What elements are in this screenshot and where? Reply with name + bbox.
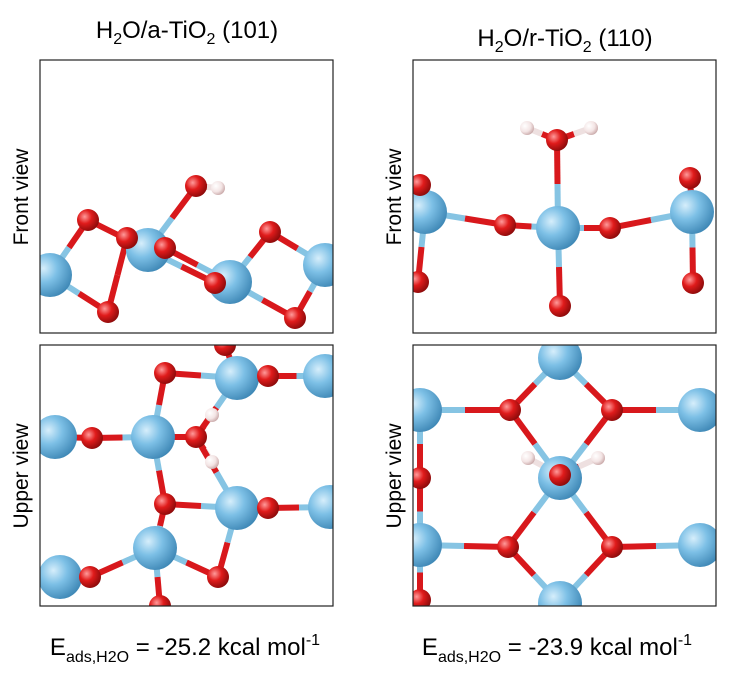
energy-superscript: -1 (678, 632, 692, 649)
title-subscript: 2 (495, 39, 504, 56)
structure-view (28, 175, 347, 329)
atom (398, 523, 442, 567)
title-part: (101) (215, 17, 278, 44)
energy-part: E (50, 634, 66, 661)
row-label: Upper view (10, 423, 33, 529)
atom (204, 272, 226, 294)
atom (303, 354, 347, 398)
atom (303, 243, 347, 287)
atom (670, 190, 714, 234)
atom (38, 555, 82, 599)
structures (28, 121, 722, 625)
atom (81, 427, 103, 449)
atom (97, 301, 119, 323)
figure: H2O/a-TiO2 (101) H2O/r-TiO2 (110) Front … (0, 0, 736, 675)
atom (601, 536, 623, 558)
atom (259, 221, 281, 243)
atom (215, 486, 259, 530)
atom (257, 497, 279, 519)
atom (77, 209, 99, 231)
structure-view (33, 334, 352, 617)
atom (407, 271, 429, 293)
atom (599, 217, 621, 239)
title-part: O/a-TiO (122, 17, 206, 44)
title-subscript: 2 (583, 39, 592, 56)
atom (215, 356, 259, 400)
panel-frame (40, 345, 333, 606)
energy-part: = -25.2 kcal mol (129, 634, 306, 661)
atom (207, 566, 229, 588)
panel-title: H2O/r-TiO2 (110) (477, 25, 652, 56)
atom (499, 399, 521, 421)
title-part: H (477, 25, 494, 52)
title-part: (110) (592, 25, 653, 52)
atom (601, 399, 623, 421)
atom (546, 129, 568, 151)
atom (549, 464, 571, 486)
energy-part: E (422, 634, 438, 661)
energy-superscript: -1 (306, 632, 320, 649)
atom (538, 336, 582, 380)
atom (116, 227, 138, 249)
title-subscript: 2 (113, 31, 122, 48)
atom (536, 206, 580, 250)
atom (409, 589, 431, 611)
title-part: O/r-TiO (504, 25, 583, 52)
atom (185, 426, 207, 448)
energy-part: = -23.9 kcal mol (501, 634, 678, 661)
energy-subscript: ads,H2O (66, 649, 129, 666)
structure-view (403, 121, 714, 317)
atom (185, 175, 207, 197)
atom (154, 493, 176, 515)
atom (205, 408, 219, 422)
atom (497, 536, 519, 558)
atom (591, 451, 605, 465)
structure-view (398, 336, 722, 625)
atom (205, 455, 219, 469)
atom (584, 121, 598, 135)
atom (133, 526, 177, 570)
atom (520, 121, 534, 135)
atom (211, 181, 225, 195)
atom (131, 415, 175, 459)
atom (284, 307, 306, 329)
row-label: Front view (10, 148, 33, 246)
row-label: Upper view (383, 423, 406, 529)
title-subscript: 2 (207, 31, 216, 48)
atom (679, 167, 701, 189)
atom (494, 214, 516, 236)
atom (682, 272, 704, 294)
energy-subscript: ads,H2O (438, 649, 501, 666)
atom (79, 566, 101, 588)
panel-title: H2O/a-TiO2 (101) (96, 17, 278, 48)
energy-label: Eads,H2O = -25.2 kcal mol-1 (50, 632, 320, 666)
energy-label: Eads,H2O = -23.9 kcal mol-1 (422, 632, 692, 666)
title-part: H (96, 17, 113, 44)
atom (154, 362, 176, 384)
atom (403, 190, 447, 234)
atom (154, 237, 176, 259)
atom (409, 174, 431, 196)
atom (257, 365, 279, 387)
atom (538, 581, 582, 625)
panel-frame (413, 60, 716, 333)
atom (28, 253, 72, 297)
atom (521, 451, 535, 465)
atom (308, 485, 352, 529)
atom (409, 467, 431, 489)
row-label: Front view (383, 148, 406, 246)
atom (549, 295, 571, 317)
